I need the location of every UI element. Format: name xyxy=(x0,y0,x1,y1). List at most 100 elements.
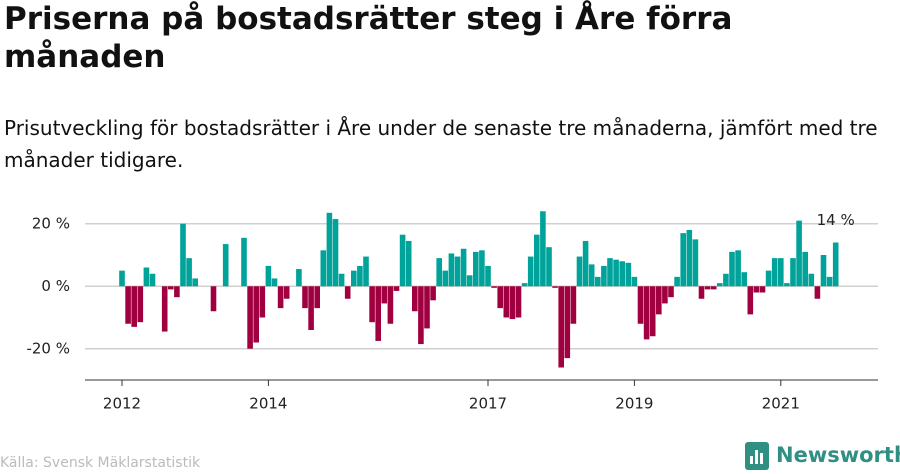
y-tick-label: 20 % xyxy=(32,214,70,232)
logo-icon xyxy=(755,450,758,464)
bar xyxy=(717,283,723,287)
bar xyxy=(454,256,461,287)
bar xyxy=(381,286,388,304)
bar xyxy=(509,286,516,320)
bar xyxy=(503,286,510,318)
bar xyxy=(796,220,802,287)
bar xyxy=(784,283,790,287)
bar xyxy=(625,262,632,287)
bar xyxy=(375,286,381,341)
source: Källa: Svensk Mäklarstatistik xyxy=(0,455,201,471)
bar xyxy=(302,286,308,309)
bar xyxy=(808,273,815,287)
bar xyxy=(491,286,497,288)
bar xyxy=(296,269,302,287)
bar xyxy=(588,264,595,287)
bar xyxy=(180,223,186,287)
bar xyxy=(582,240,589,287)
bar xyxy=(259,286,266,318)
x-tick-label: 2019 xyxy=(615,395,653,413)
bar xyxy=(473,251,479,287)
bar xyxy=(314,286,320,309)
bar xyxy=(247,286,253,349)
bar xyxy=(485,265,491,287)
bar xyxy=(277,286,284,309)
bar xyxy=(686,230,693,287)
bar xyxy=(357,265,363,287)
bar xyxy=(131,286,137,327)
bar xyxy=(351,270,357,287)
bar xyxy=(832,242,839,287)
bar xyxy=(540,211,546,287)
bar xyxy=(283,286,290,299)
bar xyxy=(527,256,534,287)
bar xyxy=(332,219,339,287)
bar xyxy=(564,286,571,359)
bar xyxy=(631,276,638,287)
bar xyxy=(826,276,833,287)
bar xyxy=(168,286,174,290)
bar xyxy=(710,286,717,290)
bar xyxy=(820,255,827,287)
bar xyxy=(698,286,705,299)
bar xyxy=(814,286,821,299)
bar xyxy=(161,286,168,332)
logo-icon xyxy=(750,456,753,464)
bar xyxy=(668,286,674,298)
bar xyxy=(418,286,424,345)
bar xyxy=(662,286,668,304)
bar xyxy=(271,278,278,287)
bar xyxy=(558,286,564,368)
bar xyxy=(649,286,656,337)
bar xyxy=(790,258,796,287)
bar xyxy=(729,251,735,287)
bar xyxy=(723,273,729,287)
bar xyxy=(753,286,760,293)
bar xyxy=(759,286,766,293)
bar xyxy=(515,286,522,318)
bar xyxy=(119,270,125,287)
bar xyxy=(320,250,327,287)
bar xyxy=(186,258,192,287)
bar xyxy=(466,275,473,287)
chart-subtitle: Prisutveckling för bostadsrätter i Åre u… xyxy=(4,116,878,172)
bar xyxy=(137,286,144,323)
annotation: 14 % xyxy=(817,211,855,229)
bar xyxy=(442,270,449,287)
bar xyxy=(149,273,156,287)
bar xyxy=(241,237,247,287)
bar xyxy=(412,286,418,312)
bar xyxy=(741,272,747,287)
bar xyxy=(747,286,754,315)
bar xyxy=(802,251,808,287)
x-tick-label: 2021 xyxy=(762,395,800,413)
bar xyxy=(704,286,711,290)
bar xyxy=(692,239,699,287)
x-tick-label: 2014 xyxy=(249,395,287,413)
bar xyxy=(656,286,662,315)
bar xyxy=(735,250,741,287)
bar xyxy=(765,270,772,287)
logo xyxy=(745,442,769,470)
y-tick-label: 0 % xyxy=(41,277,70,295)
bar xyxy=(595,276,601,287)
bar xyxy=(393,286,400,291)
bar xyxy=(222,244,229,287)
chart-title: Priserna på bostadsrätter steg i Åre för… xyxy=(4,1,733,75)
bar xyxy=(546,247,552,287)
bar xyxy=(619,261,625,287)
bar xyxy=(448,253,455,287)
bar xyxy=(344,286,351,299)
bar xyxy=(680,233,686,287)
bar xyxy=(387,286,394,324)
bar xyxy=(607,258,613,287)
bar xyxy=(253,286,259,343)
bar xyxy=(637,286,644,324)
bar xyxy=(308,286,314,330)
bar xyxy=(570,286,577,324)
bar xyxy=(363,256,369,287)
bar xyxy=(192,278,198,287)
bar xyxy=(601,265,607,287)
bar xyxy=(143,267,150,287)
